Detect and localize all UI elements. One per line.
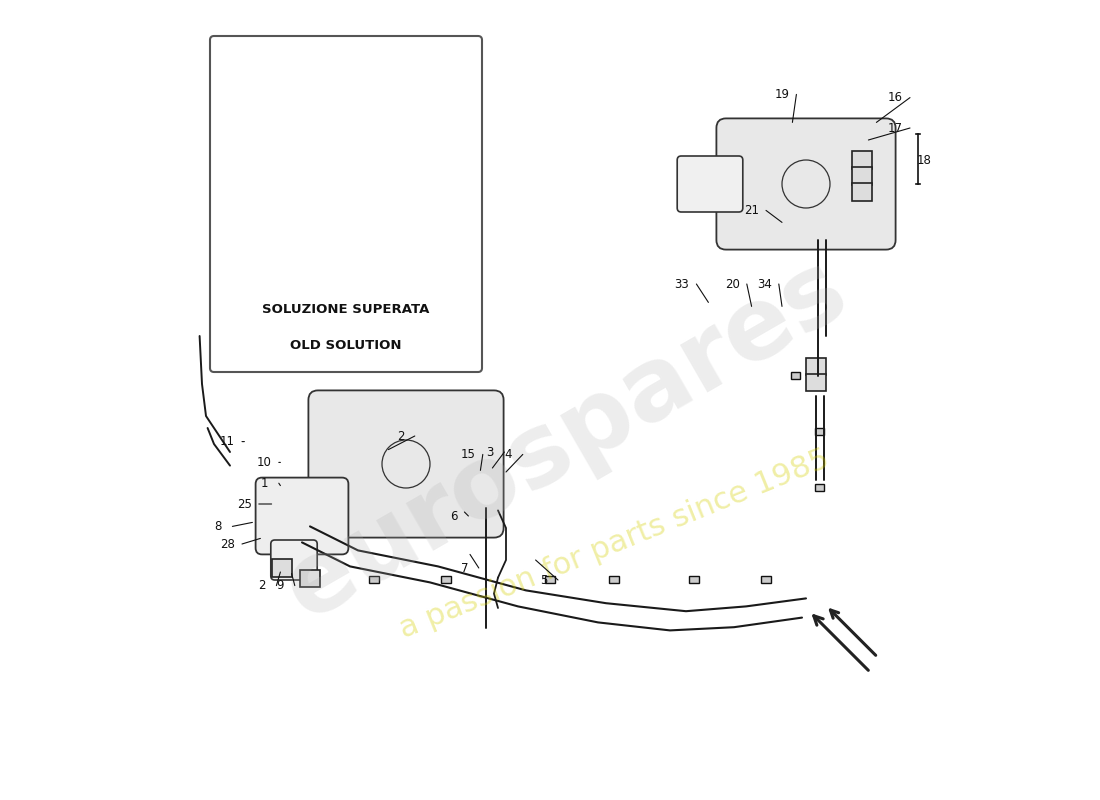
Bar [374, 195, 395, 213]
Bar [761, 577, 771, 583]
Bar [852, 183, 872, 201]
Text: 20: 20 [725, 278, 740, 290]
Bar [791, 373, 801, 379]
Bar [690, 577, 698, 583]
FancyBboxPatch shape [271, 540, 317, 580]
Bar [805, 358, 826, 375]
Text: 3: 3 [486, 446, 494, 458]
Text: 8: 8 [265, 210, 272, 222]
Bar [609, 577, 619, 583]
Bar [290, 247, 310, 265]
Bar [852, 151, 872, 169]
Bar [374, 211, 395, 229]
Text: 2: 2 [258, 579, 266, 592]
FancyBboxPatch shape [308, 390, 504, 538]
FancyBboxPatch shape [210, 36, 482, 372]
Text: 12: 12 [261, 238, 276, 250]
Bar [272, 559, 292, 577]
Bar [370, 577, 378, 583]
Text: 33: 33 [674, 278, 690, 290]
Text: 6: 6 [450, 510, 458, 522]
Text: 21: 21 [744, 204, 759, 217]
FancyBboxPatch shape [678, 156, 743, 212]
Text: 27: 27 [261, 294, 276, 306]
Text: OLD SOLUTION: OLD SOLUTION [290, 339, 402, 352]
Text: 31: 31 [368, 123, 384, 136]
Bar [815, 485, 824, 491]
Text: 17: 17 [888, 122, 903, 134]
Text: 1: 1 [265, 179, 272, 192]
Text: 28: 28 [220, 538, 235, 550]
Text: 1: 1 [261, 477, 268, 490]
Text: SOLUZIONE SUPERATA: SOLUZIONE SUPERATA [262, 303, 430, 316]
Text: 2: 2 [397, 430, 404, 442]
Bar [290, 263, 310, 281]
Bar [815, 429, 824, 435]
Text: 8: 8 [214, 520, 222, 533]
Text: 4: 4 [505, 448, 513, 461]
Text: 10: 10 [257, 456, 272, 469]
Text: 15: 15 [461, 448, 476, 461]
Text: 5: 5 [540, 574, 548, 586]
Text: eurospares: eurospares [268, 240, 864, 640]
Text: 18: 18 [917, 154, 932, 166]
Text: 34: 34 [757, 278, 772, 290]
Text: 28: 28 [327, 338, 341, 350]
Text: 10: 10 [261, 154, 276, 166]
Text: 9: 9 [371, 322, 377, 334]
Bar [546, 577, 554, 583]
Bar [290, 219, 310, 237]
Text: 25: 25 [261, 266, 276, 278]
Text: 26: 26 [261, 322, 276, 334]
Text: 7: 7 [461, 562, 469, 574]
Text: 32: 32 [353, 322, 367, 334]
Text: 16: 16 [888, 91, 903, 104]
FancyBboxPatch shape [297, 172, 392, 252]
FancyBboxPatch shape [255, 478, 349, 554]
Bar [374, 227, 395, 245]
Text: 11: 11 [220, 435, 235, 448]
Bar [852, 167, 872, 185]
Bar [300, 570, 320, 587]
Text: 19: 19 [774, 88, 790, 101]
Text: 2: 2 [386, 123, 394, 136]
Bar [805, 374, 826, 391]
Bar [441, 577, 451, 583]
Text: 9: 9 [277, 579, 284, 592]
Text: 25: 25 [236, 498, 252, 510]
FancyBboxPatch shape [302, 222, 354, 266]
Text: a passion for parts since 1985: a passion for parts since 1985 [395, 444, 833, 644]
FancyBboxPatch shape [716, 118, 895, 250]
